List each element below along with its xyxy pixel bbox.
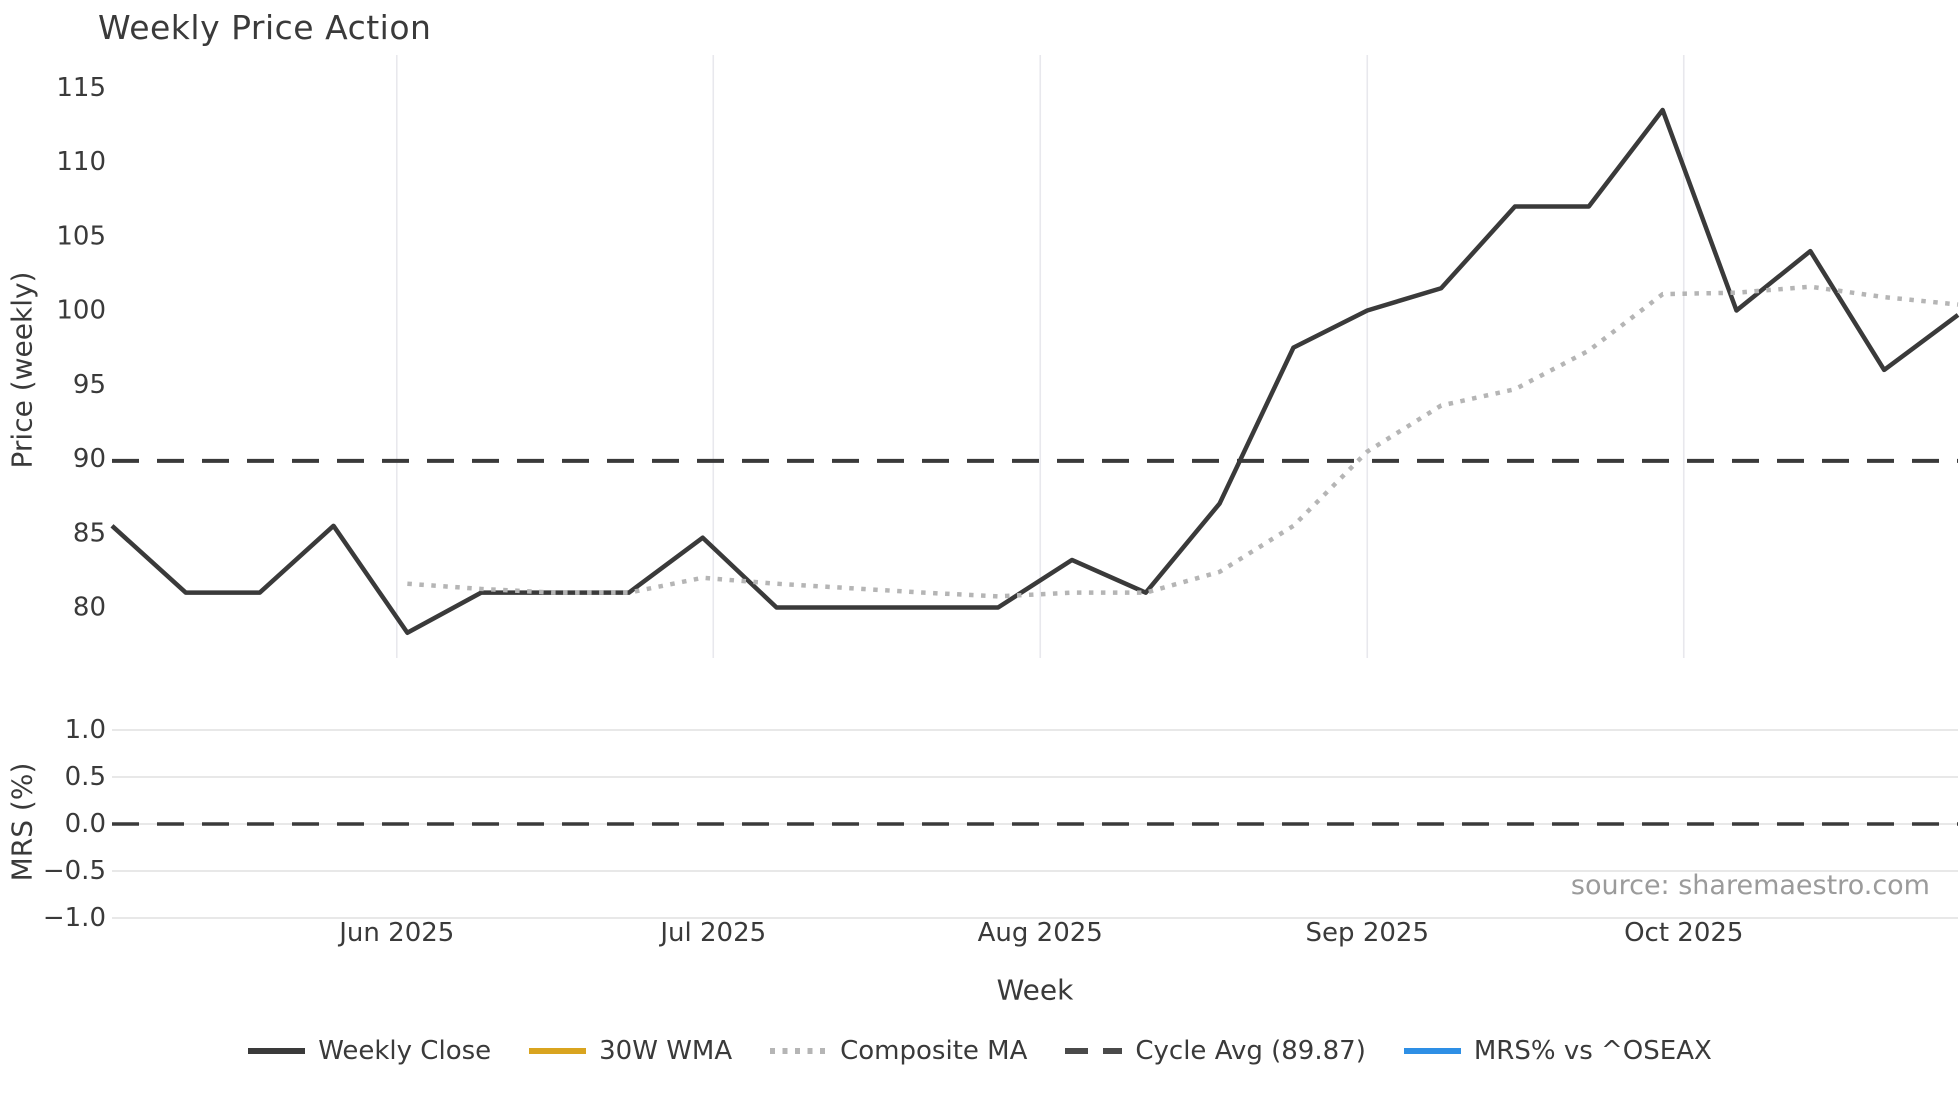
legend-swatch-dotted	[770, 1048, 828, 1054]
legend-item: Composite MA	[770, 1036, 1027, 1066]
x-tick-label: Aug 2025	[978, 918, 1103, 948]
price-y-tick-label: 80	[73, 593, 106, 623]
legend-label: MRS% vs ^OSEAX	[1473, 1036, 1712, 1066]
weekly-close-line	[110, 107, 1960, 635]
price-y-tick-label: 100	[56, 296, 106, 326]
x-axis-label: Week	[996, 973, 1074, 1007]
mrs-y-tick-label: −1.0	[43, 903, 106, 933]
legend-label: Cycle Avg (89.87)	[1135, 1036, 1366, 1066]
legend: Weekly Close 30W WMA Composite MA Cycle Avg…	[0, 1036, 1960, 1066]
chart-title: Weekly Price Action	[98, 8, 432, 47]
legend-item: 30W WMA	[529, 1036, 732, 1066]
x-tick-label: Sep 2025	[1306, 918, 1429, 948]
price-y-tick-label: 85	[73, 518, 106, 548]
mrs-gridlines	[112, 729, 1958, 919]
legend-label: Composite MA	[840, 1036, 1028, 1066]
x-tick-label: Jul 2025	[658, 918, 766, 948]
legend-item: Cycle Avg (89.87)	[1065, 1036, 1366, 1066]
price-y-tick-label: 115	[56, 73, 106, 103]
legend-label: Weekly Close	[318, 1036, 492, 1066]
price-y-tick-label: 105	[56, 221, 106, 251]
source-credit: source: sharemaestro.com	[1570, 870, 1930, 901]
price-axis-label: Price (weekly)	[5, 271, 39, 469]
legend-swatch-dashed	[1065, 1048, 1123, 1054]
axis-tick-labels: 115 110 105 100 95 90 85 80 1.0 0.5 0.0 −0.5 −1.0 Jun…	[43, 73, 1744, 948]
mrs-y-tick-label: 1.0	[65, 715, 106, 745]
mrs-y-tick-label: 0.0	[65, 809, 106, 839]
month-gridlines	[396, 55, 1685, 658]
x-tick-label: Jun 2025	[337, 918, 454, 948]
series-lines	[110, 107, 1960, 826]
mrs-y-tick-label: 0.5	[65, 762, 106, 792]
legend-label: 30W WMA	[599, 1036, 733, 1066]
price-y-tick-label: 95	[73, 370, 106, 400]
mrs-axis-label: MRS (%)	[5, 762, 39, 882]
legend-swatch-solid	[529, 1048, 587, 1054]
legend-swatch-solid	[1403, 1048, 1461, 1054]
x-tick-label: Oct 2025	[1624, 918, 1743, 948]
legend-item: MRS% vs ^OSEAX	[1403, 1036, 1712, 1066]
legend-swatch-solid	[248, 1048, 306, 1054]
price-y-tick-label: 110	[56, 147, 106, 177]
price-y-tick-label: 90	[73, 444, 106, 474]
legend-item: Weekly Close	[248, 1036, 491, 1066]
mrs-y-tick-label: −0.5	[43, 856, 106, 886]
